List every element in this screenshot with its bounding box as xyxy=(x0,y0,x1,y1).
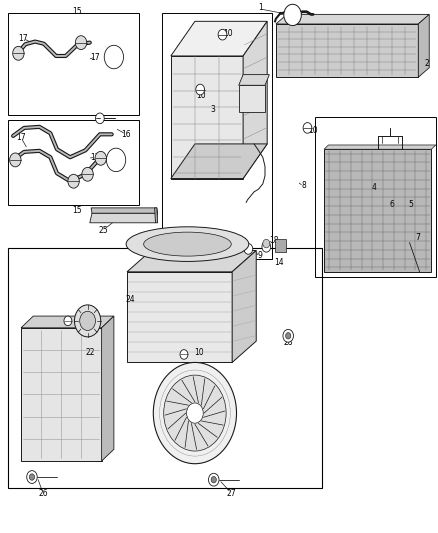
Text: A: A xyxy=(112,54,116,60)
Polygon shape xyxy=(90,213,158,223)
Circle shape xyxy=(74,305,101,337)
Polygon shape xyxy=(324,145,436,149)
Text: 6: 6 xyxy=(389,200,395,208)
Text: 10: 10 xyxy=(91,322,100,330)
Bar xyxy=(8,248,322,488)
Text: 10: 10 xyxy=(308,126,318,135)
Circle shape xyxy=(104,45,124,69)
Bar xyxy=(162,13,272,259)
Text: 25: 25 xyxy=(98,226,108,235)
Text: 16: 16 xyxy=(121,130,131,139)
Circle shape xyxy=(211,477,216,483)
Circle shape xyxy=(95,151,106,165)
Circle shape xyxy=(82,167,93,181)
Polygon shape xyxy=(276,14,429,24)
Circle shape xyxy=(153,362,237,464)
Polygon shape xyxy=(91,208,158,213)
Circle shape xyxy=(29,474,35,480)
Text: 22: 22 xyxy=(85,349,95,357)
Bar xyxy=(8,120,139,205)
Circle shape xyxy=(283,329,293,342)
Polygon shape xyxy=(171,21,267,56)
Text: 21: 21 xyxy=(82,322,92,330)
Text: 10: 10 xyxy=(196,92,205,100)
Circle shape xyxy=(27,471,37,483)
Polygon shape xyxy=(418,14,429,77)
Polygon shape xyxy=(155,208,158,223)
Circle shape xyxy=(180,350,188,359)
Text: 28: 28 xyxy=(283,338,293,346)
Text: 26: 26 xyxy=(38,489,48,497)
Text: 23: 23 xyxy=(190,435,200,444)
Text: 10: 10 xyxy=(223,29,233,37)
Bar xyxy=(8,13,139,115)
Ellipse shape xyxy=(126,227,249,262)
Text: 12: 12 xyxy=(159,253,169,261)
Polygon shape xyxy=(239,85,265,112)
Polygon shape xyxy=(324,149,431,272)
Circle shape xyxy=(262,241,271,252)
Text: 5: 5 xyxy=(408,200,413,208)
Text: 17: 17 xyxy=(91,153,100,161)
Text: 20: 20 xyxy=(205,397,214,405)
Text: 17: 17 xyxy=(16,133,26,142)
Text: 15: 15 xyxy=(72,7,81,16)
Polygon shape xyxy=(276,24,418,77)
Circle shape xyxy=(13,46,24,60)
Text: 15: 15 xyxy=(72,206,81,215)
Polygon shape xyxy=(102,316,114,461)
Ellipse shape xyxy=(144,232,231,256)
Circle shape xyxy=(286,333,291,339)
Text: 13: 13 xyxy=(278,244,287,252)
Circle shape xyxy=(80,311,95,330)
Circle shape xyxy=(263,239,270,248)
Text: 1: 1 xyxy=(258,4,263,12)
Circle shape xyxy=(187,403,203,423)
Text: 10: 10 xyxy=(194,349,204,357)
Polygon shape xyxy=(127,272,232,362)
Circle shape xyxy=(196,84,205,95)
Polygon shape xyxy=(232,251,256,362)
Circle shape xyxy=(95,113,104,124)
Circle shape xyxy=(244,244,253,254)
Text: 11: 11 xyxy=(185,253,194,261)
Polygon shape xyxy=(275,239,286,252)
Text: 7: 7 xyxy=(415,233,420,241)
Text: 18: 18 xyxy=(269,237,279,245)
Text: 2: 2 xyxy=(425,60,429,68)
Text: 19: 19 xyxy=(170,237,179,245)
Text: 4: 4 xyxy=(372,183,377,192)
Circle shape xyxy=(303,123,312,133)
Circle shape xyxy=(218,29,227,40)
Polygon shape xyxy=(21,328,102,461)
Circle shape xyxy=(68,174,79,188)
Bar xyxy=(315,117,436,277)
Text: 14: 14 xyxy=(274,259,284,267)
Polygon shape xyxy=(21,316,114,328)
Polygon shape xyxy=(239,75,269,85)
Polygon shape xyxy=(171,144,267,179)
Circle shape xyxy=(75,36,87,50)
Text: A: A xyxy=(114,157,118,163)
Text: A: A xyxy=(290,12,295,18)
Circle shape xyxy=(64,316,72,326)
Text: 17: 17 xyxy=(18,34,28,43)
Circle shape xyxy=(164,375,226,451)
Polygon shape xyxy=(127,251,256,272)
Circle shape xyxy=(10,153,21,167)
Text: 24: 24 xyxy=(126,295,135,304)
Polygon shape xyxy=(171,56,243,179)
Text: 8: 8 xyxy=(301,181,306,190)
Polygon shape xyxy=(243,21,267,179)
Text: 9: 9 xyxy=(257,252,262,260)
Circle shape xyxy=(106,148,126,172)
Text: 3: 3 xyxy=(210,105,215,114)
Text: 27: 27 xyxy=(226,489,236,497)
Circle shape xyxy=(165,246,172,255)
Text: 17: 17 xyxy=(91,53,100,61)
Circle shape xyxy=(284,4,301,26)
Circle shape xyxy=(208,473,219,486)
